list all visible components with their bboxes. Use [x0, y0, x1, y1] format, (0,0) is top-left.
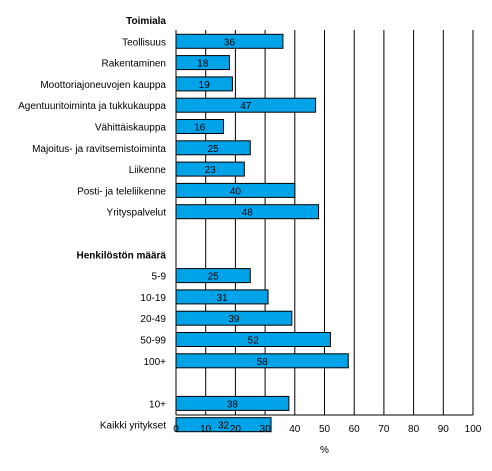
category-label: 5-9 — [152, 272, 167, 283]
bar-value-label: 18 — [197, 59, 209, 70]
category-label: Majoitus- ja ravitsemistoiminta — [32, 144, 166, 155]
bar-value-label: 39 — [228, 314, 240, 325]
x-tick-label: 70 — [378, 424, 390, 435]
x-axis: 0 10 20 30 40 50 60 70 80 90 100 — [173, 30, 482, 435]
x-tick-label: 30 — [260, 424, 272, 435]
x-tick-label: 50 — [319, 424, 331, 435]
category-label: Posti- ja teleliikenne — [77, 186, 166, 197]
group-title: Toimiala — [126, 16, 166, 27]
x-tick-label: 40 — [289, 424, 301, 435]
grid-lines — [175, 30, 474, 415]
bar-value-label: 48 — [242, 208, 254, 219]
bar-value-label: 40 — [230, 186, 242, 197]
x-tick-label: 100 — [465, 424, 482, 435]
category-label: Moottoriajoneuvojen kauppa — [40, 80, 166, 91]
x-tick-label: 0 — [173, 424, 179, 435]
bar-value-label: 32 — [218, 421, 230, 432]
category-label: 20-49 — [140, 314, 166, 325]
x-tick-label: 60 — [349, 424, 361, 435]
bar-value-label: 25 — [208, 272, 220, 283]
bar-value-label: 47 — [240, 101, 252, 112]
bar — [175, 417, 272, 433]
category-label: Liikenne — [129, 165, 167, 176]
category-label: Yrityspalvelut — [107, 208, 167, 219]
x-tick-label: 10 — [200, 424, 212, 435]
category-label: 10+ — [149, 399, 166, 410]
bar-value-label: 58 — [257, 357, 269, 368]
bar-value-label: 38 — [227, 399, 239, 410]
category-label: Teollisuus — [122, 37, 166, 48]
category-label: Agentuuritoiminta ja tukkukauppa — [18, 101, 166, 112]
x-axis-title: % — [320, 445, 329, 456]
category-label: Vähittäiskauppa — [95, 123, 167, 134]
category-label: 50-99 — [140, 336, 166, 347]
bar-value-label: 16 — [194, 123, 206, 134]
x-tick-label: 80 — [408, 424, 420, 435]
bar-value-label: 25 — [208, 144, 220, 155]
category-label: Rakentaminen — [102, 59, 166, 70]
x-tick-label: 20 — [230, 424, 242, 435]
bar-value-label: 23 — [205, 165, 217, 176]
category-label: 10-19 — [140, 293, 166, 304]
group-title: Henkilöstön määrä — [77, 250, 167, 261]
x-tick-label: 90 — [438, 424, 450, 435]
bar-value-label: 36 — [224, 37, 236, 48]
category-label: Kaikki yritykset — [100, 421, 166, 432]
category-label: 100+ — [143, 357, 166, 368]
category-labels: Toimiala Teollisuus Rakentaminen Moottoriaj… — [18, 16, 166, 432]
bar-value-label: 52 — [248, 336, 260, 347]
bar-value-label: 31 — [216, 293, 228, 304]
bar-value-label: 19 — [199, 80, 211, 91]
